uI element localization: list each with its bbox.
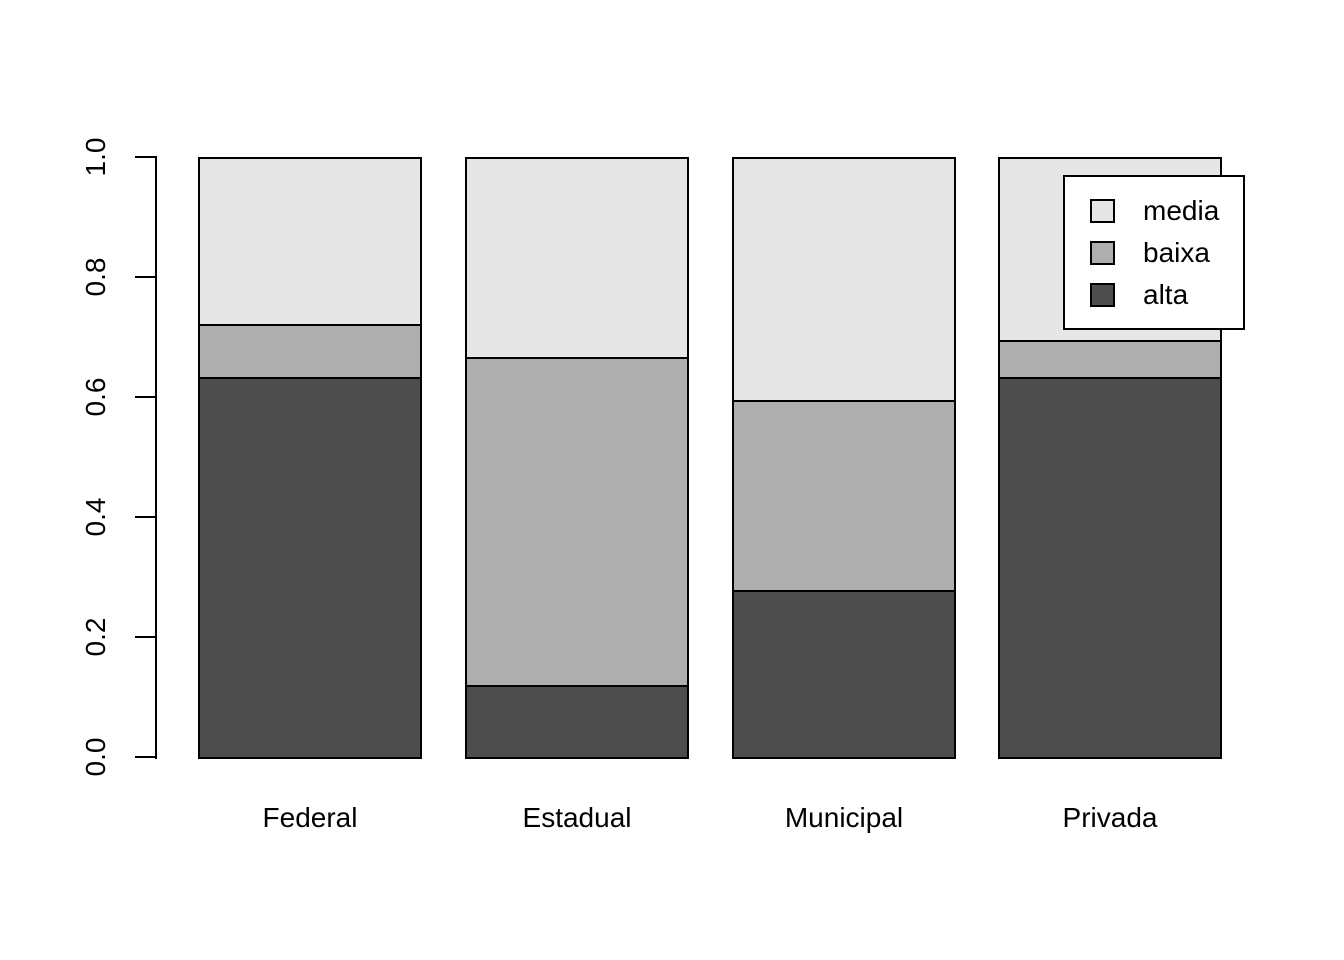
bar-federal [198,157,422,760]
legend-entry-baixa: baixa [1090,236,1243,268]
bar-segment-estadual-baixa [465,356,689,686]
bar-segment-privada-baixa [998,340,1222,378]
y-axis-tick [135,276,155,278]
legend-label-alta: alta [1143,278,1189,310]
legend-entry-media: media [1090,194,1243,226]
legend-swatch-media [1090,198,1115,223]
y-axis-tick [135,396,155,398]
bar-segment-municipal-baixa [732,399,956,591]
y-axis-tick-label: 1.0 [80,137,111,177]
y-axis-tick [135,636,155,638]
y-axis-line [155,156,157,759]
y-axis-tick-label: 0.2 [80,617,111,657]
y-axis-tick-label: 0.6 [80,377,111,417]
legend: media baixa alta [1063,175,1245,330]
bar-segment-estadual-alta [465,685,689,758]
y-axis-tick-label: 0.4 [80,497,111,537]
bar-segment-privada-alta [998,377,1222,758]
x-axis-category-label: Municipal [784,802,904,833]
bar-segment-federal-baixa [198,324,422,378]
y-axis-tick-label: 0.8 [80,257,111,297]
x-axis-category-label: Privada [1062,802,1158,833]
bar-estadual [465,157,689,760]
x-axis-category-label: Estadual [522,802,632,833]
y-axis-tick [135,156,155,158]
legend-swatch-alta [1090,282,1115,307]
bar-segment-federal-alta [198,377,422,758]
legend-label-media: media [1143,194,1220,226]
legend-label-baixa: baixa [1143,236,1210,268]
bar-segment-municipal-alta [732,590,956,758]
y-axis-tick [135,756,155,758]
bar-municipal [732,157,956,760]
bar-segment-federal-media [198,157,422,325]
y-axis-tick-label: 0.0 [80,737,111,777]
legend-swatch-baixa [1090,240,1115,265]
bar-segment-municipal-media [732,157,956,400]
x-axis-category-label: Federal [262,802,358,833]
bar-segment-estadual-media [465,157,689,357]
legend-entry-alta: alta [1090,278,1243,310]
y-axis-tick [135,516,155,518]
